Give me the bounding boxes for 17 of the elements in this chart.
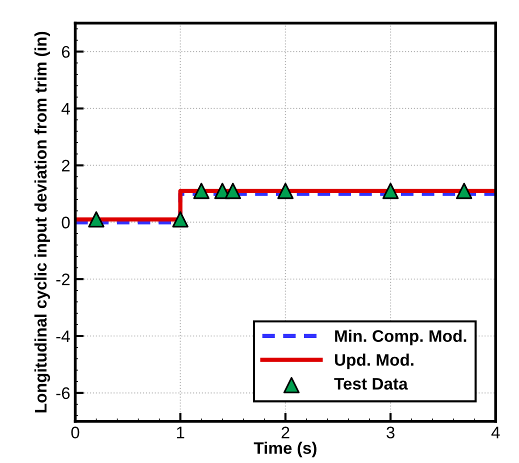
x-tick-label: 1 — [176, 426, 184, 438]
y-tick-label: 2 — [62, 160, 70, 172]
x-axis-title: Time (s) — [254, 442, 316, 458]
y-tick-label: -6 — [56, 387, 70, 400]
legend-label: Test Data — [334, 378, 408, 390]
y-tick-label: 6 — [62, 46, 70, 58]
y-tick-label: 0 — [62, 216, 70, 228]
y-axis-title: Longitudinal cyclic input deviation from trim (in) — [34, 32, 50, 412]
x-tick-label: 2 — [282, 426, 290, 438]
x-tick-label: 0 — [71, 426, 80, 438]
y-tick-label: 4 — [62, 103, 70, 115]
legend-label: Min. Comp. Mod. — [335, 330, 466, 346]
y-tick-label: -4 — [56, 330, 70, 342]
y-tick-label: -2 — [56, 274, 70, 286]
x-tick-label: 3 — [386, 426, 394, 438]
x-tick-label: 4 — [491, 426, 500, 438]
legend-label: Upd. Mod. — [335, 354, 414, 370]
